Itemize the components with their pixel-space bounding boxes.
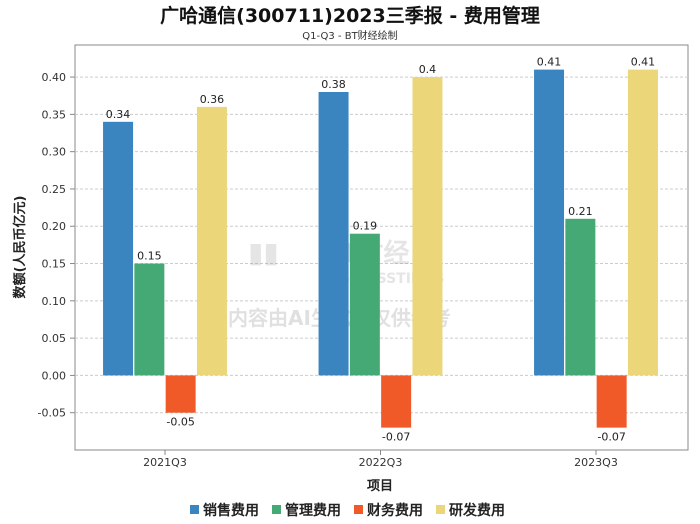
bar-管理费用-2023Q3: [565, 218, 596, 376]
x-axis-ticks: 2021Q3 2022Q3 2023Q3: [143, 450, 618, 469]
bar-销售费用-2021Q3: [103, 121, 134, 376]
data-label: 0.41: [631, 56, 656, 69]
bar-财务费用-2021Q3: [165, 375, 196, 413]
y-tick-label: 0.10: [42, 295, 67, 308]
y-tick-label: 0.30: [42, 146, 67, 159]
y-tick-label: 0.40: [42, 71, 67, 84]
y-tick-label: -0.05: [38, 407, 66, 420]
y-axis-ticks: -0.05 0.00 0.05 0.10 0.15 0.20 0.25 0.30 0.35 0.4…: [38, 71, 75, 420]
chart-subtitle: Q1-Q3 - BT财经绘制: [302, 29, 397, 42]
legend-swatch: [436, 505, 445, 514]
bar-研发费用-2022Q3: [412, 77, 443, 376]
data-label: 0.21: [568, 205, 593, 218]
bar-研发费用-2021Q3: [196, 106, 227, 376]
bar-研发费用-2023Q3: [627, 69, 658, 376]
legend-label: 研发费用: [449, 502, 505, 519]
bar-销售费用-2022Q3: [318, 91, 349, 376]
svg-text:▮▮: ▮▮: [248, 236, 279, 269]
chart-title: 广哈通信(300711)2023三季报 - 费用管理: [160, 4, 540, 27]
data-label: 0.38: [321, 78, 346, 91]
data-label: 0.19: [353, 220, 378, 233]
x-tick-label: 2022Q3: [359, 456, 403, 469]
data-label: 0.36: [200, 93, 225, 106]
data-label: -0.05: [166, 416, 194, 429]
y-tick-label: 0.25: [42, 183, 67, 196]
y-axis-label: 数额(人民币亿元): [12, 196, 28, 299]
data-label: -0.07: [597, 431, 625, 444]
legend: 销售费用 管理费用 财务费用 研发费用: [190, 502, 505, 519]
x-tick-label: 2021Q3: [143, 456, 187, 469]
data-label: 0.41: [537, 56, 562, 69]
legend-label: 销售费用: [203, 502, 259, 519]
legend-swatch: [272, 505, 281, 514]
data-label: 0.15: [137, 250, 162, 263]
y-tick-label: 0.05: [42, 332, 67, 345]
legend-swatch: [354, 505, 363, 514]
bar-管理费用-2021Q3: [134, 263, 165, 376]
y-tick-label: 0.35: [42, 108, 67, 121]
bar-财务费用-2022Q3: [381, 375, 412, 428]
bar-销售费用-2023Q3: [534, 69, 565, 376]
y-tick-label: 0.20: [42, 220, 67, 233]
data-label: 0.34: [106, 108, 131, 121]
bars: 0.34 0.15 -0.05 0.36 0.38 0.19 -0.07 0.4 0.41 0.2…: [103, 56, 658, 444]
legend-swatch: [190, 505, 199, 514]
x-tick-label: 2023Q3: [574, 456, 618, 469]
bar-财务费用-2023Q3: [596, 375, 627, 428]
x-axis-label: 项目: [367, 479, 393, 494]
y-tick-label: 0.15: [42, 258, 67, 271]
y-tick-label: 0.00: [42, 369, 67, 382]
legend-label: 财务费用: [366, 502, 423, 519]
data-label: 0.4: [419, 63, 437, 76]
legend-label: 管理费用: [285, 502, 341, 519]
data-label: -0.07: [382, 431, 410, 444]
bar-管理费用-2022Q3: [349, 233, 380, 376]
